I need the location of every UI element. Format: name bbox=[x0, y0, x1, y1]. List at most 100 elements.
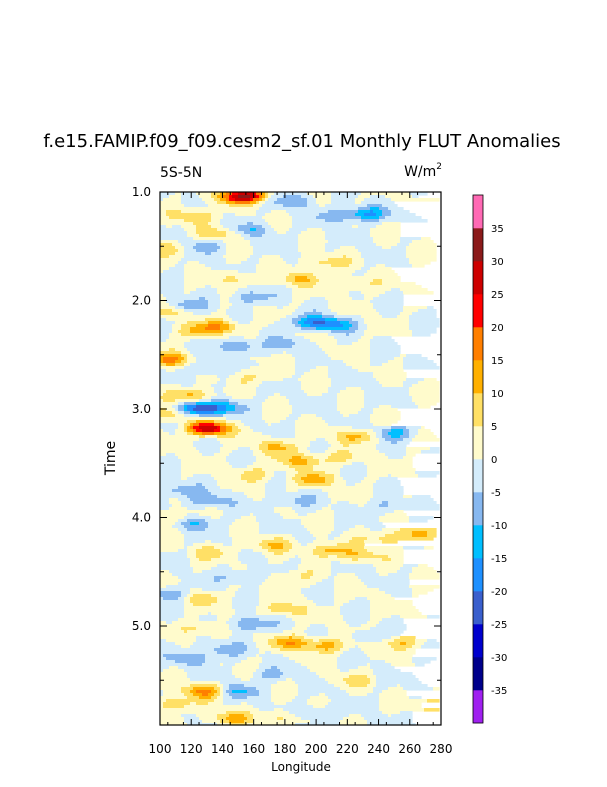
field-cell bbox=[337, 501, 350, 505]
field-cell bbox=[349, 444, 377, 448]
field-cell bbox=[334, 516, 380, 520]
field-cell bbox=[160, 489, 173, 493]
field-cell bbox=[178, 456, 227, 460]
field-cell bbox=[265, 483, 287, 487]
field-cell bbox=[193, 603, 212, 607]
field-cell bbox=[325, 234, 371, 238]
field-cell bbox=[160, 453, 167, 457]
field-cell bbox=[256, 195, 260, 199]
field-cell bbox=[271, 609, 308, 613]
field-cell bbox=[304, 525, 335, 529]
field-cell bbox=[283, 543, 293, 547]
field-cell bbox=[223, 510, 275, 514]
field-cell bbox=[373, 408, 398, 412]
field-cell bbox=[271, 684, 299, 688]
field-cell bbox=[241, 660, 263, 664]
field-cell bbox=[334, 645, 344, 649]
field-cell bbox=[358, 552, 374, 556]
field-cell bbox=[160, 321, 176, 325]
field-cell bbox=[211, 219, 221, 223]
field-cell bbox=[160, 666, 170, 670]
field-cell bbox=[160, 240, 179, 244]
field-cell bbox=[226, 309, 254, 313]
field-cell bbox=[247, 480, 257, 484]
field-cell bbox=[211, 267, 257, 271]
field-cell bbox=[388, 207, 404, 211]
field-cell bbox=[358, 321, 365, 325]
field-cell bbox=[232, 642, 245, 646]
field-cell bbox=[259, 444, 269, 448]
field-cell bbox=[268, 336, 284, 340]
field-cell bbox=[418, 474, 437, 478]
field-cell bbox=[226, 276, 236, 280]
field-cell bbox=[184, 219, 212, 223]
field-cell bbox=[382, 363, 404, 367]
field-cell bbox=[370, 420, 398, 424]
field-cell bbox=[196, 627, 230, 631]
field-cell bbox=[160, 219, 185, 223]
field-cell bbox=[187, 477, 215, 481]
field-cell bbox=[325, 678, 344, 682]
field-cell bbox=[274, 510, 296, 514]
field-cell bbox=[361, 216, 380, 220]
field-cell bbox=[268, 558, 290, 562]
field-cell bbox=[202, 390, 215, 394]
field-cell bbox=[274, 228, 290, 232]
field-cell bbox=[250, 198, 254, 202]
field-cell bbox=[316, 414, 344, 418]
field-cell bbox=[352, 636, 392, 640]
field-cell bbox=[412, 312, 437, 316]
field-cell bbox=[271, 354, 293, 358]
field-cell bbox=[331, 483, 347, 487]
field-cell bbox=[196, 228, 218, 232]
colorbar-label: 35 bbox=[491, 224, 504, 235]
field-cell bbox=[196, 225, 212, 229]
field-cell bbox=[250, 357, 296, 361]
field-cell bbox=[352, 225, 359, 229]
field-cell bbox=[292, 300, 305, 304]
field-cell bbox=[220, 447, 239, 451]
field-cell bbox=[382, 246, 392, 250]
field-cell bbox=[274, 702, 287, 706]
field-cell bbox=[328, 456, 353, 460]
field-cell bbox=[208, 702, 224, 706]
field-cell bbox=[355, 597, 368, 601]
field-cell bbox=[403, 438, 413, 442]
field-cell bbox=[385, 453, 407, 457]
field-cell bbox=[301, 639, 314, 643]
field-cell bbox=[211, 690, 218, 694]
field-cell bbox=[160, 363, 167, 367]
field-cell bbox=[262, 552, 275, 556]
field-cell bbox=[370, 627, 407, 631]
field-cell bbox=[370, 678, 377, 682]
field-cell bbox=[217, 651, 245, 655]
field-cell bbox=[217, 249, 227, 253]
field-cell bbox=[250, 447, 260, 451]
field-cell bbox=[295, 276, 308, 280]
field-cell bbox=[265, 399, 290, 403]
field-cell bbox=[160, 537, 185, 541]
field-cell bbox=[184, 411, 191, 415]
field-cell bbox=[187, 594, 194, 598]
field-cell bbox=[298, 690, 347, 694]
field-cell bbox=[295, 333, 329, 337]
field-cell bbox=[388, 456, 404, 460]
field-cell bbox=[334, 591, 386, 595]
field-cell bbox=[187, 429, 194, 433]
field-cell bbox=[298, 261, 320, 265]
field-cell bbox=[349, 648, 362, 652]
field-cell bbox=[253, 453, 266, 457]
field-cell bbox=[295, 360, 344, 364]
field-cell bbox=[382, 432, 389, 436]
field-cell bbox=[244, 651, 260, 655]
field-cell bbox=[160, 564, 191, 568]
field-cell bbox=[193, 246, 221, 250]
field-cell bbox=[412, 570, 437, 574]
field-cell bbox=[160, 381, 197, 385]
field-cell bbox=[292, 291, 350, 295]
field-cell bbox=[409, 387, 440, 391]
field-cell bbox=[391, 435, 401, 439]
field-cell bbox=[160, 258, 182, 262]
field-cell bbox=[232, 465, 248, 469]
field-cell bbox=[166, 213, 212, 217]
